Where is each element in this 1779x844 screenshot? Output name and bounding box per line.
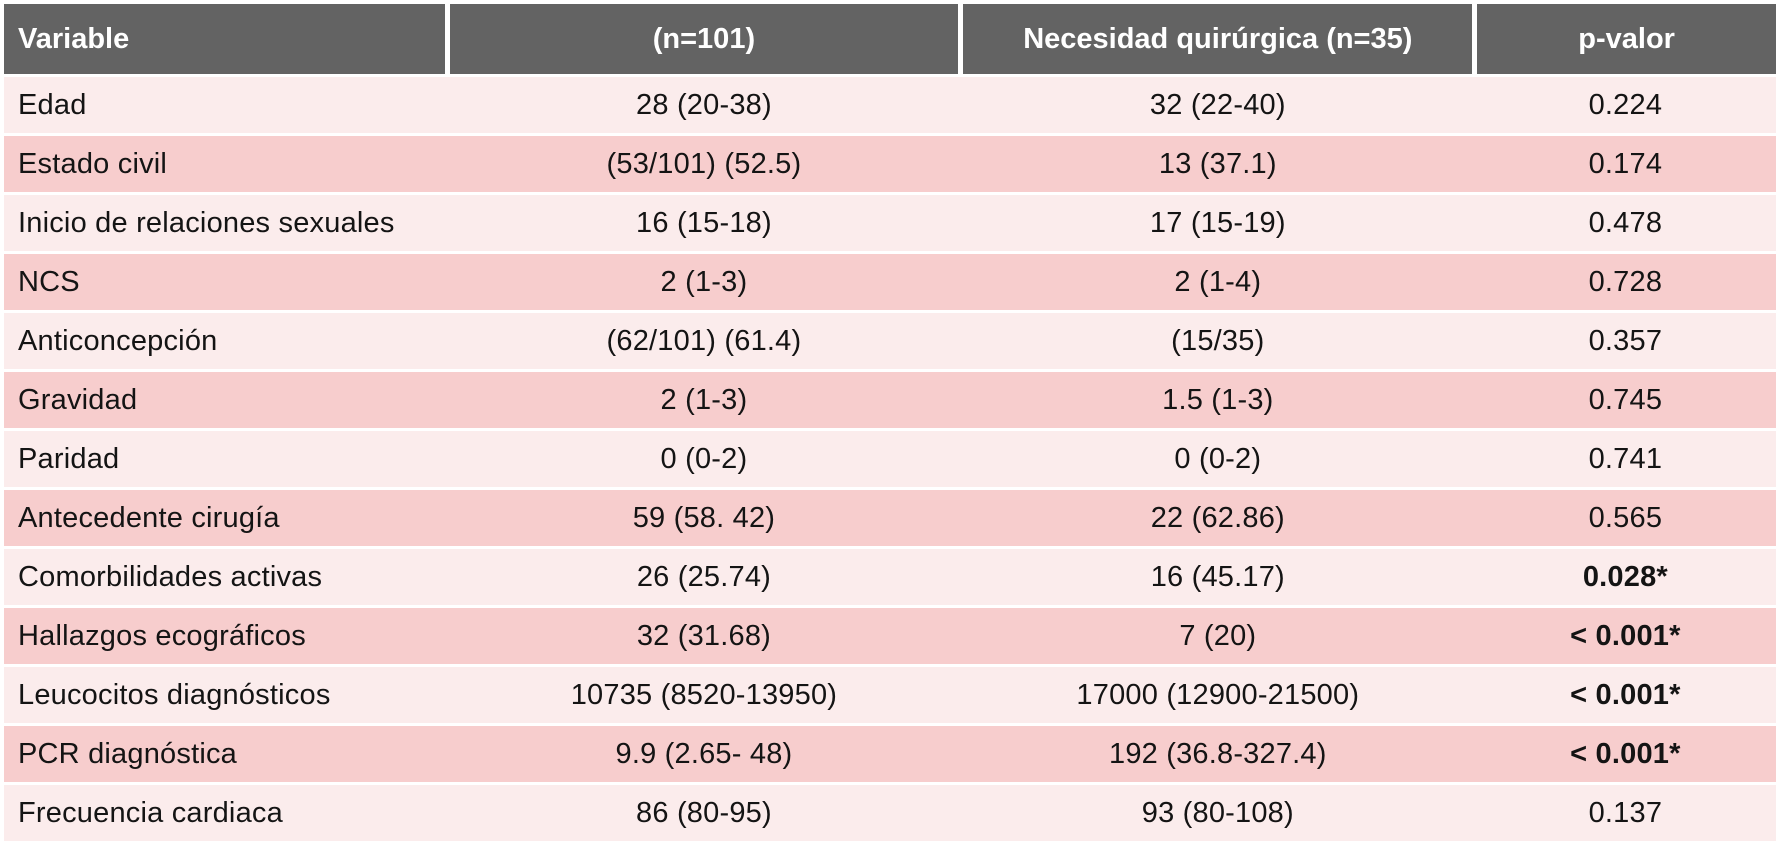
surgical-group-value-cell: 17 (15-19)	[960, 192, 1475, 253]
surgical-group-value-cell: 1.5 (1-3)	[960, 369, 1475, 430]
total-group-value-cell: 28 (20-38)	[447, 75, 961, 135]
comparison-table: Variable (n=101) Necesidad quirúrgica (n…	[4, 4, 1776, 841]
variable-name-cell: Estado civil	[4, 133, 447, 194]
total-group-value-cell: 26 (25.74)	[447, 546, 961, 607]
column-header-pvalue: p-valor	[1474, 4, 1776, 77]
table-row: Hallazgos ecográficos 32 (31.68) 7 (20) …	[4, 605, 1776, 666]
pvalue-cell: 0.565	[1474, 487, 1776, 548]
pvalue-cell: < 0.001*	[1474, 605, 1776, 666]
total-group-value-cell: 0 (0-2)	[447, 428, 961, 489]
surgical-group-value-cell: 13 (37.1)	[960, 133, 1475, 194]
column-header-total-n101: (n=101)	[447, 4, 964, 77]
table-row: Comorbilidades activas 26 (25.74) 16 (45…	[4, 546, 1776, 607]
surgical-group-value-cell: 93 (80-108)	[960, 782, 1475, 841]
variable-name-cell: Edad	[4, 75, 447, 135]
pvalue-cell: 0.174	[1474, 133, 1776, 194]
surgical-group-value-cell: (15/35)	[960, 310, 1475, 371]
table-row: Frecuencia cardiaca 86 (80-95) 93 (80-10…	[4, 782, 1776, 841]
surgical-group-value-cell: 0 (0-2)	[960, 428, 1475, 489]
table-row: NCS 2 (1-3) 2 (1-4) 0.728	[4, 251, 1776, 312]
table-row: Gravidad 2 (1-3) 1.5 (1-3) 0.745	[4, 369, 1776, 430]
surgical-group-value-cell: 7 (20)	[960, 605, 1475, 666]
pvalue-cell: < 0.001*	[1474, 664, 1776, 725]
variable-name-cell: NCS	[4, 251, 447, 312]
variable-name-cell: Comorbilidades activas	[4, 546, 447, 607]
pvalue-cell: 0.478	[1474, 192, 1776, 253]
column-header-variable: Variable	[4, 4, 450, 77]
total-group-value-cell: (53/101) (52.5)	[447, 133, 961, 194]
table-row: PCR diagnóstica 9.9 (2.65- 48) 192 (36.8…	[4, 723, 1776, 784]
variable-name-cell: Paridad	[4, 428, 447, 489]
pvalue-cell: 0.224	[1474, 75, 1776, 135]
surgical-group-value-cell: 22 (62.86)	[960, 487, 1475, 548]
table-row: Leucocitos diagnósticos 10735 (8520-1395…	[4, 664, 1776, 725]
pvalue-cell: 0.741	[1474, 428, 1776, 489]
pvalue-cell: 0.137	[1474, 782, 1776, 841]
variable-name-cell: Anticoncepción	[4, 310, 447, 371]
pvalue-cell: < 0.001*	[1474, 723, 1776, 784]
variable-name-cell: Leucocitos diagnósticos	[4, 664, 447, 725]
total-group-value-cell: 2 (1-3)	[447, 251, 961, 312]
header-row: Variable (n=101) Necesidad quirúrgica (n…	[4, 4, 1776, 77]
total-group-value-cell: 16 (15-18)	[447, 192, 961, 253]
pvalue-cell: 0.357	[1474, 310, 1776, 371]
table-row: Inicio de relaciones sexuales 16 (15-18)…	[4, 192, 1776, 253]
table-row: Edad 28 (20-38) 32 (22-40) 0.224	[4, 75, 1776, 135]
total-group-value-cell: 86 (80-95)	[447, 782, 961, 841]
table-row: Antecedente cirugía 59 (58. 42) 22 (62.8…	[4, 487, 1776, 548]
surgical-group-value-cell: 32 (22-40)	[960, 75, 1475, 135]
total-group-value-cell: 32 (31.68)	[447, 605, 961, 666]
pvalue-cell: 0.028*	[1474, 546, 1776, 607]
variable-name-cell: Hallazgos ecográficos	[4, 605, 447, 666]
surgical-group-value-cell: 2 (1-4)	[960, 251, 1475, 312]
table-row: Anticoncepción (62/101) (61.4) (15/35) 0…	[4, 310, 1776, 371]
variable-name-cell: PCR diagnóstica	[4, 723, 447, 784]
total-group-value-cell: 2 (1-3)	[447, 369, 961, 430]
column-header-surgical-need: Necesidad quirúrgica (n=35)	[960, 4, 1478, 77]
total-group-value-cell: 59 (58. 42)	[447, 487, 961, 548]
surgical-group-value-cell: 192 (36.8-327.4)	[960, 723, 1475, 784]
variable-name-cell: Antecedente cirugía	[4, 487, 447, 548]
pvalue-cell: 0.745	[1474, 369, 1776, 430]
total-group-value-cell: 9.9 (2.65- 48)	[447, 723, 961, 784]
table-row: Estado civil (53/101) (52.5) 13 (37.1) 0…	[4, 133, 1776, 194]
table-body: Edad 28 (20-38) 32 (22-40) 0.224 Estado …	[4, 75, 1776, 841]
variable-name-cell: Frecuencia cardiaca	[4, 782, 447, 841]
surgical-group-value-cell: 17000 (12900-21500)	[960, 664, 1475, 725]
variable-name-cell: Gravidad	[4, 369, 447, 430]
total-group-value-cell: (62/101) (61.4)	[447, 310, 961, 371]
pvalue-cell: 0.728	[1474, 251, 1776, 312]
table-row: Paridad 0 (0-2) 0 (0-2) 0.741	[4, 428, 1776, 489]
total-group-value-cell: 10735 (8520-13950)	[447, 664, 961, 725]
variable-name-cell: Inicio de relaciones sexuales	[4, 192, 447, 253]
table-header: Variable (n=101) Necesidad quirúrgica (n…	[4, 4, 1776, 77]
surgical-group-value-cell: 16 (45.17)	[960, 546, 1475, 607]
